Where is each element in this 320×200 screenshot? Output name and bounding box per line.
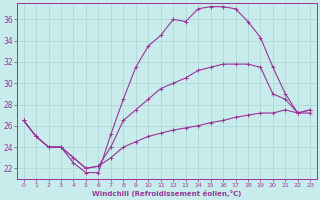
X-axis label: Windchill (Refroidissement éolien,°C): Windchill (Refroidissement éolien,°C) xyxy=(92,190,242,197)
